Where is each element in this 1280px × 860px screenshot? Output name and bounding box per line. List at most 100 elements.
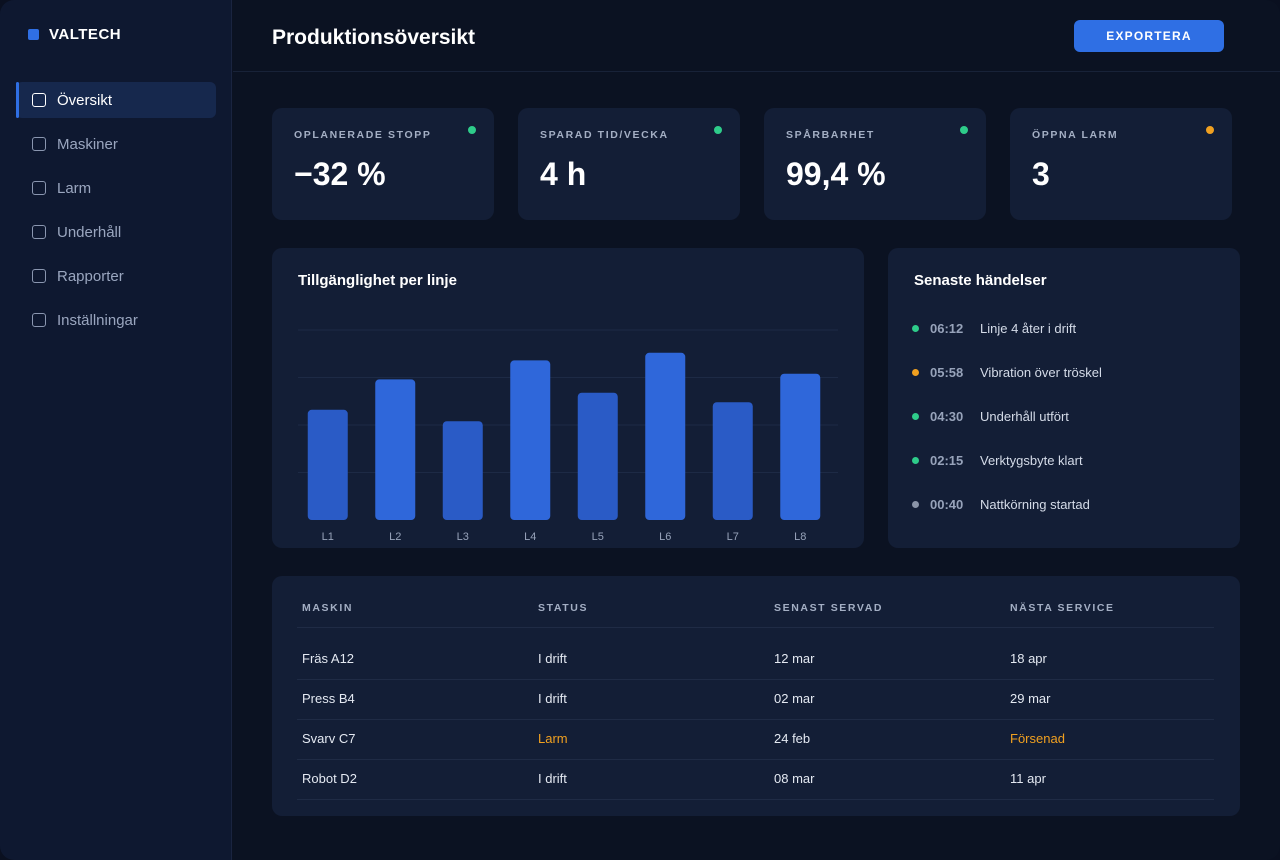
sidebar-item-larm[interactable]: Larm [16, 170, 216, 206]
cell-status: I drift [538, 771, 567, 786]
square-icon [32, 269, 46, 283]
square-icon [32, 313, 46, 327]
sidebar-item-oversikt[interactable]: Översikt [16, 82, 216, 118]
chart-panel: Tillgänglighet per linje L1 L2 L3 L4 L5 L6 L7 L… [272, 248, 864, 548]
square-icon [32, 93, 46, 107]
events-panel: Senaste händelser 06:12 Linje 4 åter i d… [888, 248, 1240, 548]
header-divider [297, 627, 1214, 628]
availability-bar-chart: L1 L2 L3 L4 L5 L6 L7 L8 [298, 329, 838, 543]
chart-bar-l5[interactable] [577, 392, 618, 520]
column-header-status[interactable]: STATUS [538, 602, 589, 614]
cell-last-service: 02 mar [774, 691, 815, 706]
status-dot-icon [912, 368, 919, 376]
cell-next-service: Försenad [1010, 731, 1065, 746]
export-button[interactable]: EXPORTERA [1074, 20, 1224, 52]
cell-machine: Fräs A12 [302, 651, 355, 666]
cell-last-service: 24 feb [774, 731, 811, 746]
events-title: Senaste händelser [914, 272, 1047, 289]
square-icon [32, 137, 46, 151]
sidebar-item-rapporter[interactable]: Rapporter [16, 258, 216, 294]
sidebar-item-label: Översikt [57, 91, 113, 109]
kpi-card-oplanerade-stopp: OPLANERADE STOPP −32 % [272, 108, 494, 220]
kpi-value: 99,4 % [786, 156, 886, 192]
chart-tick-label: L3 [457, 531, 469, 543]
event-time: 05:58 [930, 364, 964, 380]
sidebar-item-label: Inställningar [57, 311, 138, 329]
chart-tick-label: L4 [524, 531, 536, 543]
table-row[interactable]: Fräs A12 I drift 12 mar 18 apr [297, 639, 1214, 679]
kpi-value: −32 % [294, 156, 386, 192]
brand-name: VALTECH [49, 26, 122, 43]
chart-bar-l4[interactable] [510, 360, 551, 520]
kpi-label: SPARAD TID/VECKA [540, 129, 669, 141]
status-dot-icon [912, 500, 919, 508]
chart-bar-l8[interactable] [780, 373, 821, 520]
brand-logo-icon [28, 29, 39, 40]
status-dot-icon [960, 126, 968, 134]
kpi-label: ÖPPNA LARM [1032, 129, 1119, 141]
sidebar-item-maskiner[interactable]: Maskiner [16, 126, 216, 162]
event-text: Linje 4 åter i drift [980, 320, 1077, 336]
event-item: 05:58 Vibration över tröskel [912, 362, 1102, 382]
event-time: 04:30 [930, 408, 964, 424]
status-dot-icon [912, 324, 919, 332]
event-text: Underhåll utfört [980, 408, 1069, 424]
chart-bar-l1[interactable] [307, 409, 348, 520]
cell-status: I drift [538, 651, 567, 666]
table-row[interactable]: Robot D2 I drift 08 mar 11 apr [297, 759, 1214, 799]
chart-bar-l7[interactable] [712, 402, 753, 520]
sidebar-item-label: Larm [57, 179, 92, 197]
sidebar-item-underhall[interactable]: Underhåll [16, 214, 216, 250]
chart-bar-l6[interactable] [645, 352, 686, 520]
sidebar-item-label: Maskiner [57, 135, 118, 153]
cell-machine: Svarv C7 [302, 731, 356, 746]
kpi-label: SPÅRBARHET [786, 129, 875, 141]
row-divider [297, 759, 1214, 760]
sidebar-item-label: Underhåll [57, 223, 122, 241]
page-title: Produktionsöversikt [272, 26, 476, 49]
chart-tick-label: L1 [322, 531, 334, 543]
event-text: Verktygsbyte klart [980, 452, 1083, 468]
column-header-maskin[interactable]: MASKIN [302, 602, 354, 614]
table-row[interactable]: Press B4 I drift 02 mar 29 mar [297, 679, 1214, 719]
chart-tick-label: L8 [794, 531, 806, 543]
chart-bar-l2[interactable] [375, 379, 416, 520]
cell-next-service: 29 mar [1010, 691, 1051, 706]
chart-bar-l3[interactable] [442, 421, 483, 520]
status-dot-icon [714, 126, 722, 134]
event-text: Nattkörning startad [980, 496, 1090, 512]
chart-title: Tillgänglighet per linje [298, 272, 457, 289]
sidebar: VALTECH Översikt Maskiner Larm Underhåll… [0, 0, 232, 860]
chart-tick-label: L7 [727, 531, 739, 543]
sidebar-item-label: Rapporter [57, 267, 124, 285]
table-row[interactable]: Svarv C7 Larm 24 feb Försenad [297, 719, 1214, 759]
chart-tick-label: L2 [389, 531, 401, 543]
sidebar-nav: Översikt Maskiner Larm Underhåll Rapport… [16, 82, 216, 346]
column-header-nasta-service[interactable]: NÄSTA SERVICE [1010, 602, 1115, 614]
kpi-card-oppna-larm: ÖPPNA LARM 3 [1010, 108, 1232, 220]
status-dot-icon [468, 126, 476, 134]
kpi-card-sparbarhet: SPÅRBARHET 99,4 % [764, 108, 986, 220]
sidebar-item-installningar[interactable]: Inställningar [16, 302, 216, 338]
cell-last-service: 12 mar [774, 651, 815, 666]
event-item: 00:40 Nattkörning startad [912, 494, 1090, 514]
event-item: 06:12 Linje 4 åter i drift [912, 318, 1076, 338]
status-dot-icon [1206, 126, 1214, 134]
event-text: Vibration över tröskel [980, 364, 1102, 380]
event-time: 02:15 [930, 452, 964, 468]
cell-status: Larm [538, 731, 568, 746]
page-header: Produktionsöversikt EXPORTERA [233, 0, 1280, 72]
event-time: 06:12 [930, 320, 964, 336]
event-item: 04:30 Underhåll utfört [912, 406, 1069, 426]
row-divider [297, 799, 1214, 800]
square-icon [32, 225, 46, 239]
status-dot-icon [912, 456, 919, 464]
cell-next-service: 18 apr [1010, 651, 1047, 666]
event-item: 02:15 Verktygsbyte klart [912, 450, 1083, 470]
machine-table: MASKIN STATUS SENAST SERVAD NÄSTA SERVIC… [272, 576, 1240, 816]
cell-status: I drift [538, 691, 567, 706]
column-header-senast-servad[interactable]: SENAST SERVAD [774, 602, 884, 614]
chart-tick-label: L6 [659, 531, 671, 543]
cell-machine: Robot D2 [302, 771, 357, 786]
